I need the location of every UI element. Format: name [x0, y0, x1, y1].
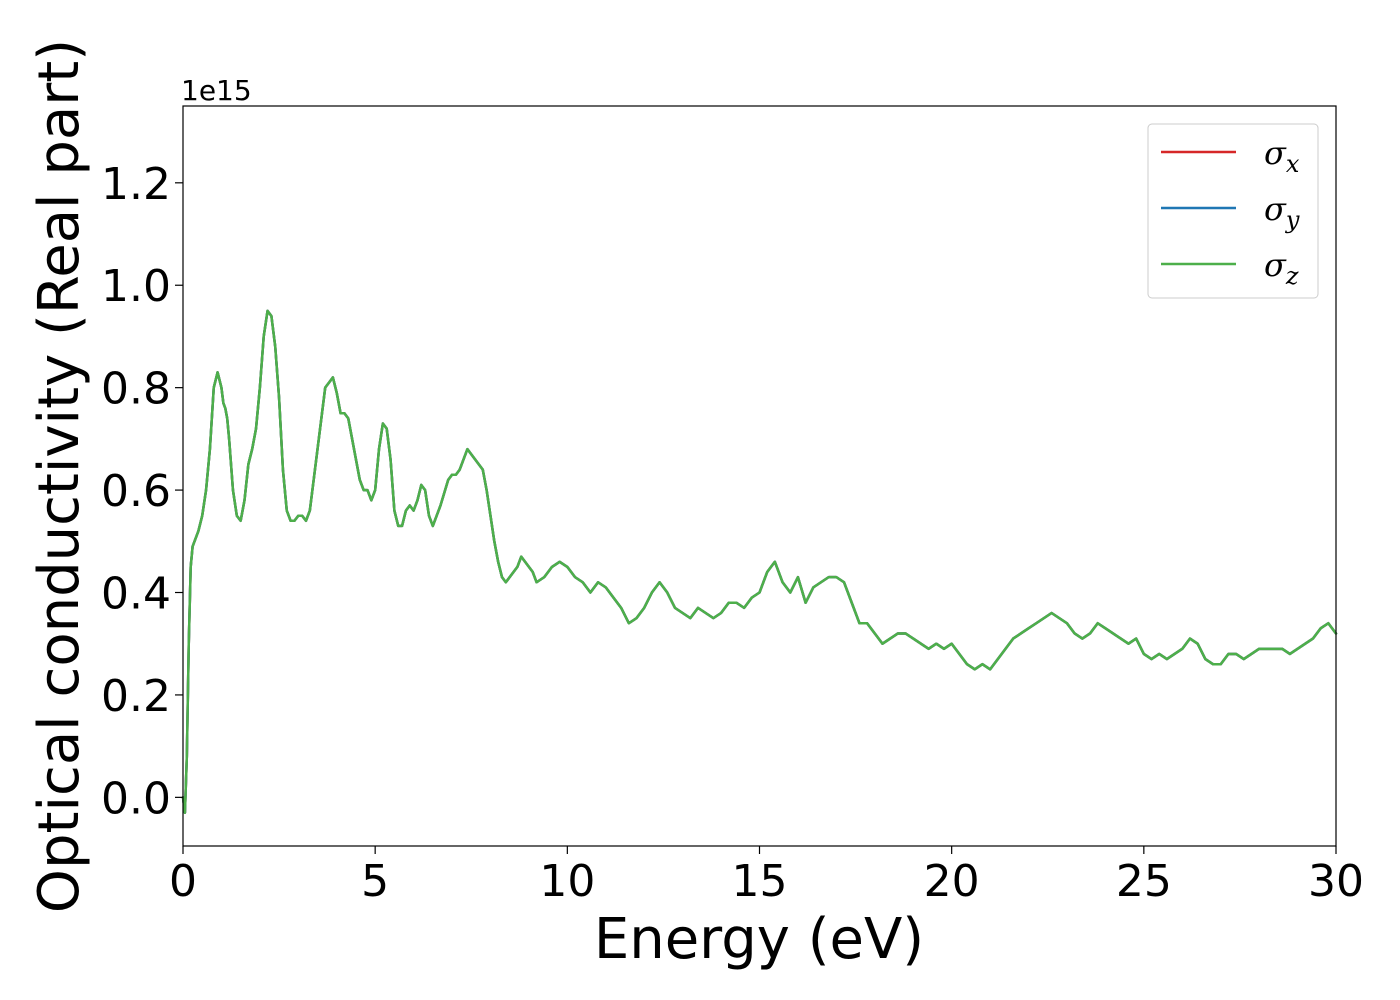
- x-tick-label: 20: [924, 856, 980, 907]
- x-tick-label: 0: [169, 856, 197, 907]
- y-tick-label: 0.4: [101, 569, 171, 620]
- legend: σx σy σz: [1147, 123, 1319, 299]
- y-axis-label: Optical conductivity (Real part): [27, 39, 92, 913]
- y-tick-label: 0.0: [101, 773, 171, 824]
- x-axis-ticks: 0 5 10 15 20 25 30: [169, 846, 1364, 907]
- x-tick-label: 30: [1308, 856, 1364, 907]
- legend-label-x: σx: [1264, 134, 1300, 178]
- legend-label-y: σy: [1264, 190, 1300, 234]
- y-axis-ticks: 0.0 0.2 0.4 0.6 0.8 1.0 1.2: [101, 159, 183, 824]
- x-axis-label: Energy (eV): [594, 907, 924, 972]
- y-tick-label: 1.2: [101, 159, 171, 210]
- legend-entries: σx σy σz: [1161, 134, 1300, 290]
- x-tick-label: 5: [361, 856, 389, 907]
- y-offset-label: 1e15: [181, 74, 252, 107]
- y-tick-label: 1.0: [101, 261, 171, 312]
- y-tick-label: 0.2: [101, 671, 171, 722]
- x-tick-label: 10: [539, 856, 595, 907]
- series-layer: [181, 309, 1338, 814]
- plot-area: [183, 106, 1336, 846]
- legend-box: [1147, 123, 1319, 299]
- series-line-z: [181, 309, 1338, 814]
- legend-label-z: σz: [1264, 246, 1299, 290]
- y-tick-label: 0.8: [101, 364, 171, 415]
- x-tick-label: 25: [1116, 856, 1172, 907]
- y-tick-label: 0.6: [101, 466, 171, 517]
- x-tick-label: 15: [732, 856, 788, 907]
